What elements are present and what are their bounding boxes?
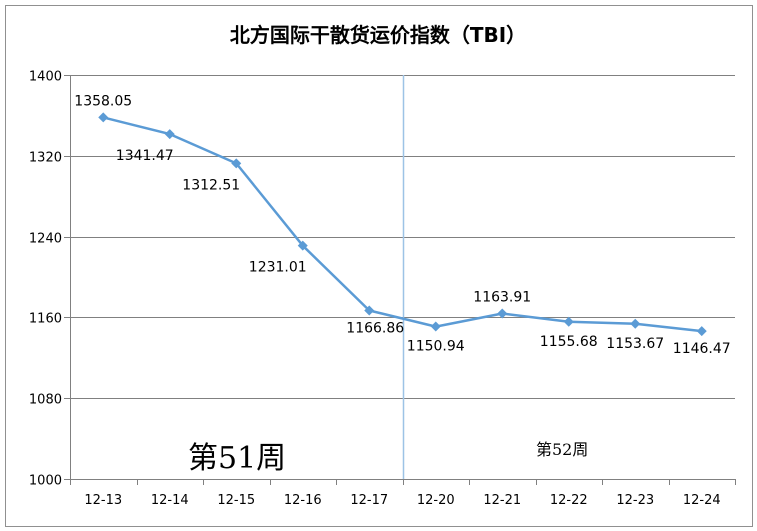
data-label: 1146.47	[673, 341, 731, 357]
data-point-marker	[164, 129, 175, 140]
series-line	[98, 112, 707, 337]
x-tick-label: 12-22	[550, 493, 588, 508]
x-tick-label: 12-20	[417, 493, 455, 508]
chart-title: 北方国际干散货运价指数（TBI）	[230, 23, 526, 47]
y-tick-label: 1000	[29, 474, 62, 489]
x-tick-label: 12-17	[350, 493, 388, 508]
data-label: 1163.91	[473, 289, 531, 305]
data-label: 1312.51	[182, 177, 240, 193]
y-tick-label: 1160	[29, 312, 62, 327]
y-tick-label: 1400	[29, 70, 62, 85]
data-label: 1153.67	[606, 336, 664, 352]
data-point-marker	[696, 326, 707, 337]
x-tick-label: 12-21	[483, 493, 521, 508]
data-point-marker	[497, 308, 508, 319]
x-tick-label: 12-24	[683, 493, 721, 508]
data-label: 1358.05	[74, 93, 132, 109]
data-point-marker	[98, 112, 109, 123]
data-point-marker	[563, 316, 574, 327]
data-label: 1231.01	[249, 260, 307, 276]
series-line-path	[102, 116, 702, 333]
y-tick-label: 1240	[29, 232, 62, 247]
x-tick-label: 12-16	[284, 493, 322, 508]
x-tick-label: 12-14	[151, 493, 189, 508]
data-labels: 1358.05 1341.47 1312.51 1231.01 1166.861150.…	[74, 93, 730, 357]
data-label: 1341.47	[116, 148, 174, 164]
data-point-marker	[630, 318, 641, 329]
chart-border	[5, 5, 753, 527]
x-tick-label: 12-15	[217, 493, 255, 508]
y-tick-label: 1080	[29, 393, 62, 408]
week-51-annotation: 第51周	[188, 441, 286, 476]
data-label: 1166.86	[346, 320, 404, 336]
y-axis-tick-labels: 1000 1080 1160 1240 1320 1400	[29, 70, 62, 489]
data-point-marker	[430, 321, 441, 332]
data-point-marker	[231, 158, 242, 169]
axes	[64, 75, 736, 485]
x-tick-label: 12-23	[616, 493, 654, 508]
y-tick-label: 1320	[29, 151, 62, 166]
data-label: 1150.94	[407, 339, 465, 355]
data-point-marker	[364, 305, 375, 316]
week-52-annotation: 第52周	[536, 440, 588, 459]
grid-lines	[70, 75, 735, 399]
data-point-marker	[297, 240, 308, 251]
x-tick-label: 12-13	[84, 493, 122, 508]
x-axis-tick-labels: 12-13 12-14 12-15 12-16 12-17 12-20 12-21 12-22…	[84, 493, 720, 508]
data-label: 1155.68	[540, 334, 598, 350]
